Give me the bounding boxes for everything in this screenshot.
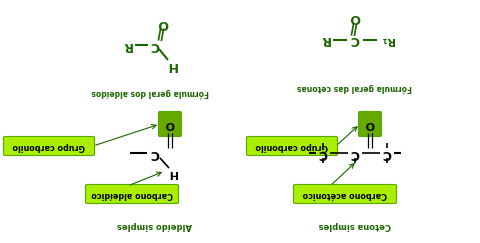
Text: Aldeído simples: Aldeído simples [117, 220, 192, 229]
FancyBboxPatch shape [246, 137, 337, 156]
Text: R: R [122, 38, 132, 52]
Text: Fórmula geral dos aldeídos: Fórmula geral dos aldeídos [91, 88, 208, 98]
Text: Grupo carbonilo: Grupo carbonilo [255, 141, 327, 150]
Text: Fórmula geral das cetonas: Fórmula geral das cetonas [297, 83, 412, 93]
Text: O: O [157, 17, 168, 29]
Text: R₁: R₁ [380, 35, 393, 45]
FancyBboxPatch shape [85, 184, 178, 203]
Text: C: C [150, 147, 159, 159]
Text: C: C [318, 147, 327, 159]
FancyBboxPatch shape [158, 112, 181, 137]
Text: O: O [349, 11, 360, 25]
Text: C: C [350, 147, 359, 159]
Text: C: C [350, 34, 359, 46]
Text: O: O [165, 119, 174, 129]
FancyBboxPatch shape [358, 112, 381, 137]
Text: C: C [150, 38, 159, 52]
Text: H: H [167, 168, 176, 178]
Text: O: O [364, 119, 374, 129]
Text: Cetona simples: Cetona simples [318, 220, 390, 229]
FancyBboxPatch shape [293, 184, 396, 203]
Text: H: H [167, 59, 177, 71]
Text: Carbono acétonico: Carbono acétonico [302, 190, 386, 199]
Text: Carbono aldeídico: Carbono aldeídico [91, 190, 172, 199]
Text: C: C [382, 147, 391, 159]
Text: R: R [320, 34, 329, 46]
FancyBboxPatch shape [3, 137, 94, 156]
Text: Grupo carbonilo: Grupo carbonilo [13, 141, 85, 150]
